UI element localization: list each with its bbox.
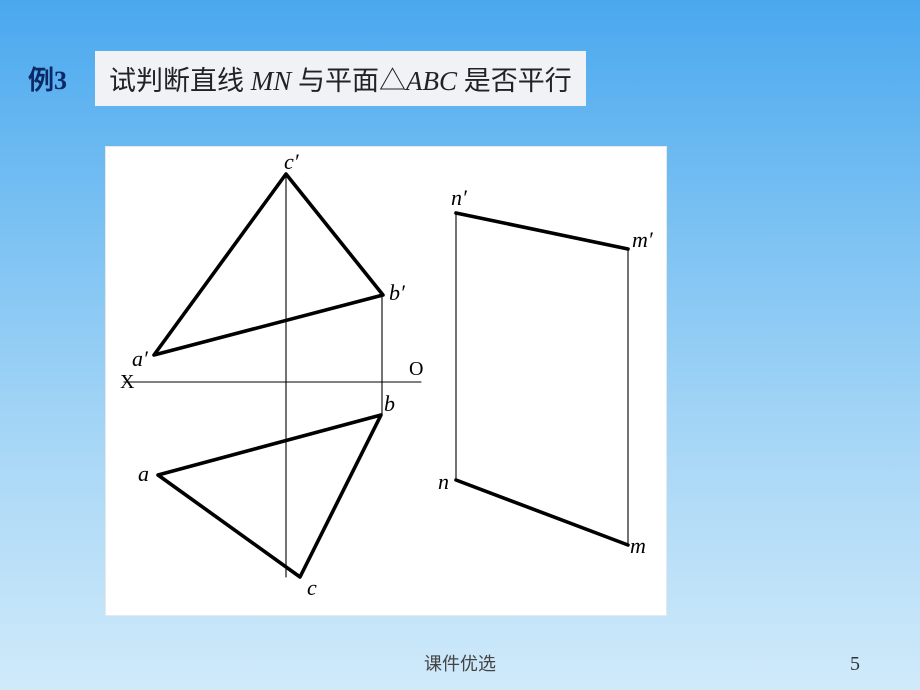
question-mn: MN (251, 66, 292, 96)
diagram-svg: X Oa′ b′ c′ a b c n′ m′ n m (106, 147, 668, 617)
svg-text:X: X (120, 371, 135, 393)
question-suffix: 是否平行 (457, 66, 572, 96)
svg-text:c: c (307, 575, 317, 600)
svg-text:b: b (384, 391, 395, 416)
question-abc: ABC (406, 66, 457, 96)
svg-text:a′: a′ (132, 346, 149, 371)
svg-text:n: n (438, 469, 449, 494)
question-triangle: △ (379, 66, 406, 96)
question-banner: 试判断直线 MN 与平面△ABC 是否平行 (95, 51, 586, 106)
question-prefix: 试判断直线 (109, 66, 251, 96)
diagram: X Oa′ b′ c′ a b c n′ m′ n m (105, 146, 667, 616)
svg-text:m: m (630, 533, 646, 558)
svg-text:m′: m′ (632, 227, 654, 252)
svg-text:a: a (138, 461, 149, 486)
page-number: 5 (850, 653, 860, 676)
footer-text: 课件优选 (0, 650, 920, 676)
example-label: 例3 (28, 60, 67, 97)
svg-text:c′: c′ (284, 149, 300, 174)
svg-text:b′: b′ (389, 280, 406, 305)
svg-text:O: O (409, 358, 423, 380)
question-mid: 与平面 (291, 66, 379, 96)
svg-text:n′: n′ (451, 185, 468, 210)
